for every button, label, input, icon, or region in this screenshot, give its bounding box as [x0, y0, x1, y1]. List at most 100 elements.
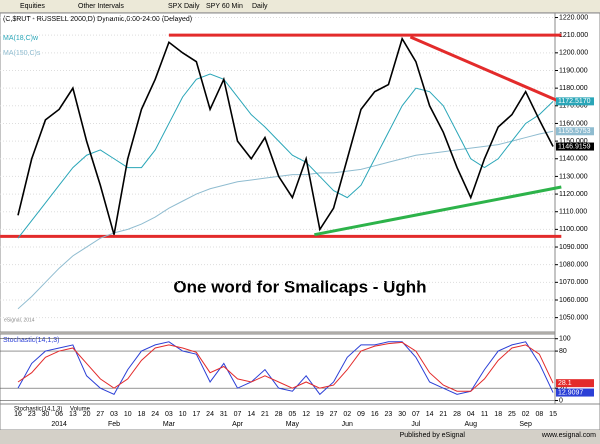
x-tick-label: 07	[412, 411, 420, 418]
stoch-title: Stochastic(14,1,3)	[3, 337, 59, 344]
y-tick-label: 1180.000	[559, 85, 588, 92]
x-month-label: Feb	[108, 421, 120, 428]
x-tick-label: 11	[481, 411, 488, 418]
x-tick-label: 09	[357, 411, 365, 418]
x-tick-label: 30	[42, 411, 50, 418]
x-month-label: Jul	[411, 421, 420, 428]
x-tick-label: 27	[96, 411, 104, 418]
value-label: 1155.5753	[558, 128, 591, 135]
y-tick-label: 1060.000	[559, 297, 588, 304]
x-tick-label: 10	[179, 411, 187, 418]
toolbar-item[interactable]: Daily	[252, 3, 268, 10]
x-tick-label: 03	[165, 411, 173, 418]
x-tick-label: 18	[138, 411, 146, 418]
y-tick-label: 1090.000	[559, 244, 588, 251]
value-label-bg	[556, 388, 594, 397]
x-tick-label: 02	[343, 411, 351, 418]
x-tick-label: 28	[275, 411, 283, 418]
toolbar	[0, 0, 600, 12]
trendline	[314, 185, 562, 237]
series-line	[17, 341, 554, 392]
x-tick-label: 28	[453, 411, 461, 418]
chart-title: (C,$RUT - RUSSELL 2000,D) Dynamic,0:00-2…	[3, 16, 192, 23]
x-tick-label: 16	[14, 411, 22, 418]
x-tick-label: 14	[247, 411, 255, 418]
x-tick-label: 19	[316, 411, 324, 418]
x-tick-label: 16	[371, 411, 379, 418]
footer	[0, 430, 600, 439]
toolbar-item[interactable]: SPY 60 Min	[206, 3, 243, 10]
x-month-label: Sep	[519, 421, 532, 428]
x-tick-label: 21	[261, 411, 269, 418]
x-tick-label: 25	[508, 411, 516, 418]
x-tick-label: 04	[467, 411, 475, 418]
value-label-bg	[556, 142, 594, 151]
watermark: eSignal, 2014	[4, 317, 35, 323]
x-tick-label: 20	[83, 411, 91, 418]
x-tick-label: 27	[330, 411, 338, 418]
x-tick-label: 30	[398, 411, 406, 418]
x-tick-label: 06	[55, 411, 63, 418]
value-label: 1172.5170	[558, 98, 591, 105]
stoch-panel	[0, 333, 556, 405]
x-month-label: 2014	[51, 421, 67, 428]
toolbar-item[interactable]: Equities	[20, 3, 45, 10]
x-tick-label: 18	[494, 411, 502, 418]
x-month-label: Mar	[163, 421, 176, 428]
x-axis-area	[0, 403, 600, 431]
x-tick-label: 24	[206, 411, 214, 418]
x-tick-label: 07	[234, 411, 242, 418]
x-tick-label: 10	[124, 411, 132, 418]
x-tick-label: 24	[151, 411, 159, 418]
x-month-label: Jun	[342, 421, 353, 428]
tab[interactable]: Stochastic(14,1,3)	[14, 407, 62, 413]
annotation: One word for Smallcaps - Ughh	[173, 277, 426, 296]
y-tick-label: 100	[559, 336, 571, 343]
x-tick-label: 15	[549, 411, 557, 418]
y-tick-label: 1170.000	[559, 103, 588, 110]
y-tick-label: 1190.000	[559, 67, 588, 74]
x-tick-label: 23	[385, 411, 393, 418]
value-label: 12.9097	[558, 389, 583, 396]
series-line	[17, 73, 554, 239]
x-tick-label: 17	[192, 411, 200, 418]
value-label: 28.1	[558, 380, 572, 387]
x-tick-label: 13	[69, 411, 77, 418]
series-line	[17, 36, 554, 235]
footer-publisher: Published by eSignal	[400, 432, 466, 439]
y-tick-label: 1120.000	[559, 191, 588, 198]
x-tick-label: 31	[220, 411, 228, 418]
y-tick-label: 1160.000	[559, 120, 588, 127]
x-tick-label: 21	[439, 411, 447, 418]
x-tick-label: 23	[28, 411, 36, 418]
x-month-label: Aug	[465, 421, 478, 428]
x-tick-label: 02	[522, 411, 530, 418]
toolbar-item[interactable]: SPX Daily	[168, 3, 200, 10]
y-tick-label: 1070.000	[559, 279, 588, 286]
trendline	[409, 35, 562, 104]
y-tick-label: 1050.000	[559, 314, 588, 321]
x-tick-label: 05	[289, 411, 297, 418]
y-tick-label: 20	[559, 385, 567, 392]
y-tick-label: 0	[559, 397, 563, 404]
tab[interactable]: Volume	[70, 407, 91, 413]
y-tick-label: 1210.000	[559, 32, 588, 39]
x-tick-label: 12	[302, 411, 310, 418]
y-tick-label: 1100.000	[559, 226, 588, 233]
footer-site: www.esignal.com	[541, 432, 596, 439]
y-tick-label: 1080.000	[559, 262, 588, 269]
value-label-bg	[556, 97, 594, 106]
y-tick-label: 1220.000	[559, 14, 588, 21]
legend-entry: MA(150,C)s	[3, 50, 41, 57]
x-month-label: May	[286, 421, 300, 428]
toolbar-item[interactable]: Other Intervals	[78, 3, 124, 10]
x-tick-label: 14	[426, 411, 434, 418]
series-line	[17, 341, 554, 396]
legend-entry: MA(18,C)w	[3, 35, 39, 42]
y-tick-label: 1150.000	[559, 138, 588, 145]
x-tick-label: 03	[110, 411, 118, 418]
series-line	[17, 130, 554, 310]
x-tick-label: 08	[535, 411, 543, 418]
